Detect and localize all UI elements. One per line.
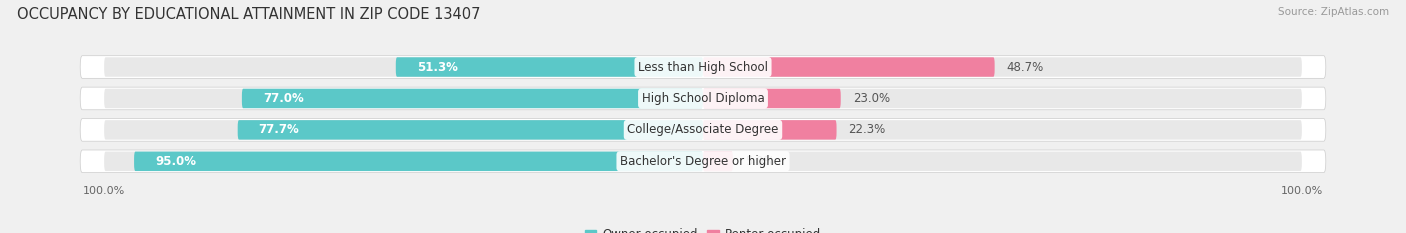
FancyBboxPatch shape [703,120,1302,140]
FancyBboxPatch shape [703,89,1302,108]
Text: 51.3%: 51.3% [416,61,457,74]
Text: OCCUPANCY BY EDUCATIONAL ATTAINMENT IN ZIP CODE 13407: OCCUPANCY BY EDUCATIONAL ATTAINMENT IN Z… [17,7,481,22]
FancyBboxPatch shape [104,152,703,171]
FancyBboxPatch shape [242,89,703,108]
Text: 48.7%: 48.7% [1007,61,1043,74]
Text: 23.0%: 23.0% [852,92,890,105]
FancyBboxPatch shape [703,120,837,140]
Text: Bachelor's Degree or higher: Bachelor's Degree or higher [620,155,786,168]
Text: 95.0%: 95.0% [155,155,195,168]
Text: Less than High School: Less than High School [638,61,768,74]
Text: High School Diploma: High School Diploma [641,92,765,105]
Text: 5.0%: 5.0% [745,155,775,168]
FancyBboxPatch shape [80,119,1326,141]
FancyBboxPatch shape [703,57,1302,77]
FancyBboxPatch shape [80,56,1326,78]
FancyBboxPatch shape [703,57,994,77]
FancyBboxPatch shape [396,57,703,77]
FancyBboxPatch shape [238,120,703,140]
Text: Source: ZipAtlas.com: Source: ZipAtlas.com [1278,7,1389,17]
Text: 77.7%: 77.7% [259,123,299,136]
Text: 22.3%: 22.3% [849,123,886,136]
FancyBboxPatch shape [703,152,733,171]
Text: 77.0%: 77.0% [263,92,304,105]
FancyBboxPatch shape [703,89,841,108]
Text: College/Associate Degree: College/Associate Degree [627,123,779,136]
FancyBboxPatch shape [80,150,1326,173]
FancyBboxPatch shape [104,57,703,77]
FancyBboxPatch shape [104,120,703,140]
FancyBboxPatch shape [134,152,703,171]
FancyBboxPatch shape [104,89,703,108]
Legend: Owner-occupied, Renter-occupied: Owner-occupied, Renter-occupied [579,224,827,233]
FancyBboxPatch shape [80,87,1326,110]
FancyBboxPatch shape [703,152,1302,171]
